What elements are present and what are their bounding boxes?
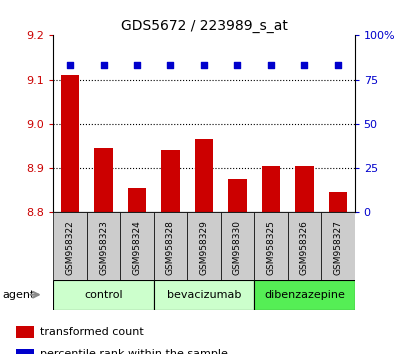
Text: percentile rank within the sample: percentile rank within the sample: [40, 349, 227, 354]
Bar: [161, 150, 179, 212]
Point: [334, 63, 340, 68]
Bar: [254, 280, 354, 310]
Point: [267, 63, 274, 68]
Text: GSM958326: GSM958326: [299, 221, 308, 275]
Bar: [187, 212, 220, 280]
Title: GDS5672 / 223989_s_at: GDS5672 / 223989_s_at: [120, 19, 287, 33]
Bar: [16, 348, 34, 354]
Text: GSM958325: GSM958325: [266, 221, 275, 275]
Text: GSM958330: GSM958330: [232, 221, 241, 275]
Point: [167, 63, 173, 68]
Bar: [254, 212, 287, 280]
Text: control: control: [84, 290, 123, 300]
Bar: [53, 280, 153, 310]
Point: [133, 63, 140, 68]
Bar: [194, 139, 213, 212]
Point: [300, 63, 307, 68]
Text: agent: agent: [3, 290, 35, 300]
Bar: [94, 148, 112, 212]
Point: [100, 63, 106, 68]
Bar: [53, 212, 87, 280]
Point: [67, 63, 73, 68]
Bar: [220, 212, 254, 280]
Bar: [287, 212, 320, 280]
Text: transformed count: transformed count: [40, 327, 143, 337]
Bar: [87, 212, 120, 280]
Text: bevacizumab: bevacizumab: [166, 290, 240, 300]
Text: GSM958327: GSM958327: [333, 221, 342, 275]
Bar: [228, 179, 246, 212]
Bar: [153, 212, 187, 280]
Text: GSM958328: GSM958328: [166, 221, 175, 275]
Text: GSM958324: GSM958324: [132, 221, 141, 275]
Text: GSM958322: GSM958322: [65, 221, 74, 275]
Bar: [61, 75, 79, 212]
Bar: [261, 166, 279, 212]
Point: [200, 63, 207, 68]
Bar: [128, 188, 146, 212]
Bar: [120, 212, 153, 280]
Point: [234, 63, 240, 68]
Text: dibenzazepine: dibenzazepine: [263, 290, 344, 300]
Bar: [320, 212, 354, 280]
Bar: [153, 280, 254, 310]
Bar: [294, 166, 313, 212]
Text: GSM958323: GSM958323: [99, 221, 108, 275]
Bar: [328, 193, 346, 212]
Bar: [16, 326, 34, 338]
Text: GSM958329: GSM958329: [199, 221, 208, 275]
